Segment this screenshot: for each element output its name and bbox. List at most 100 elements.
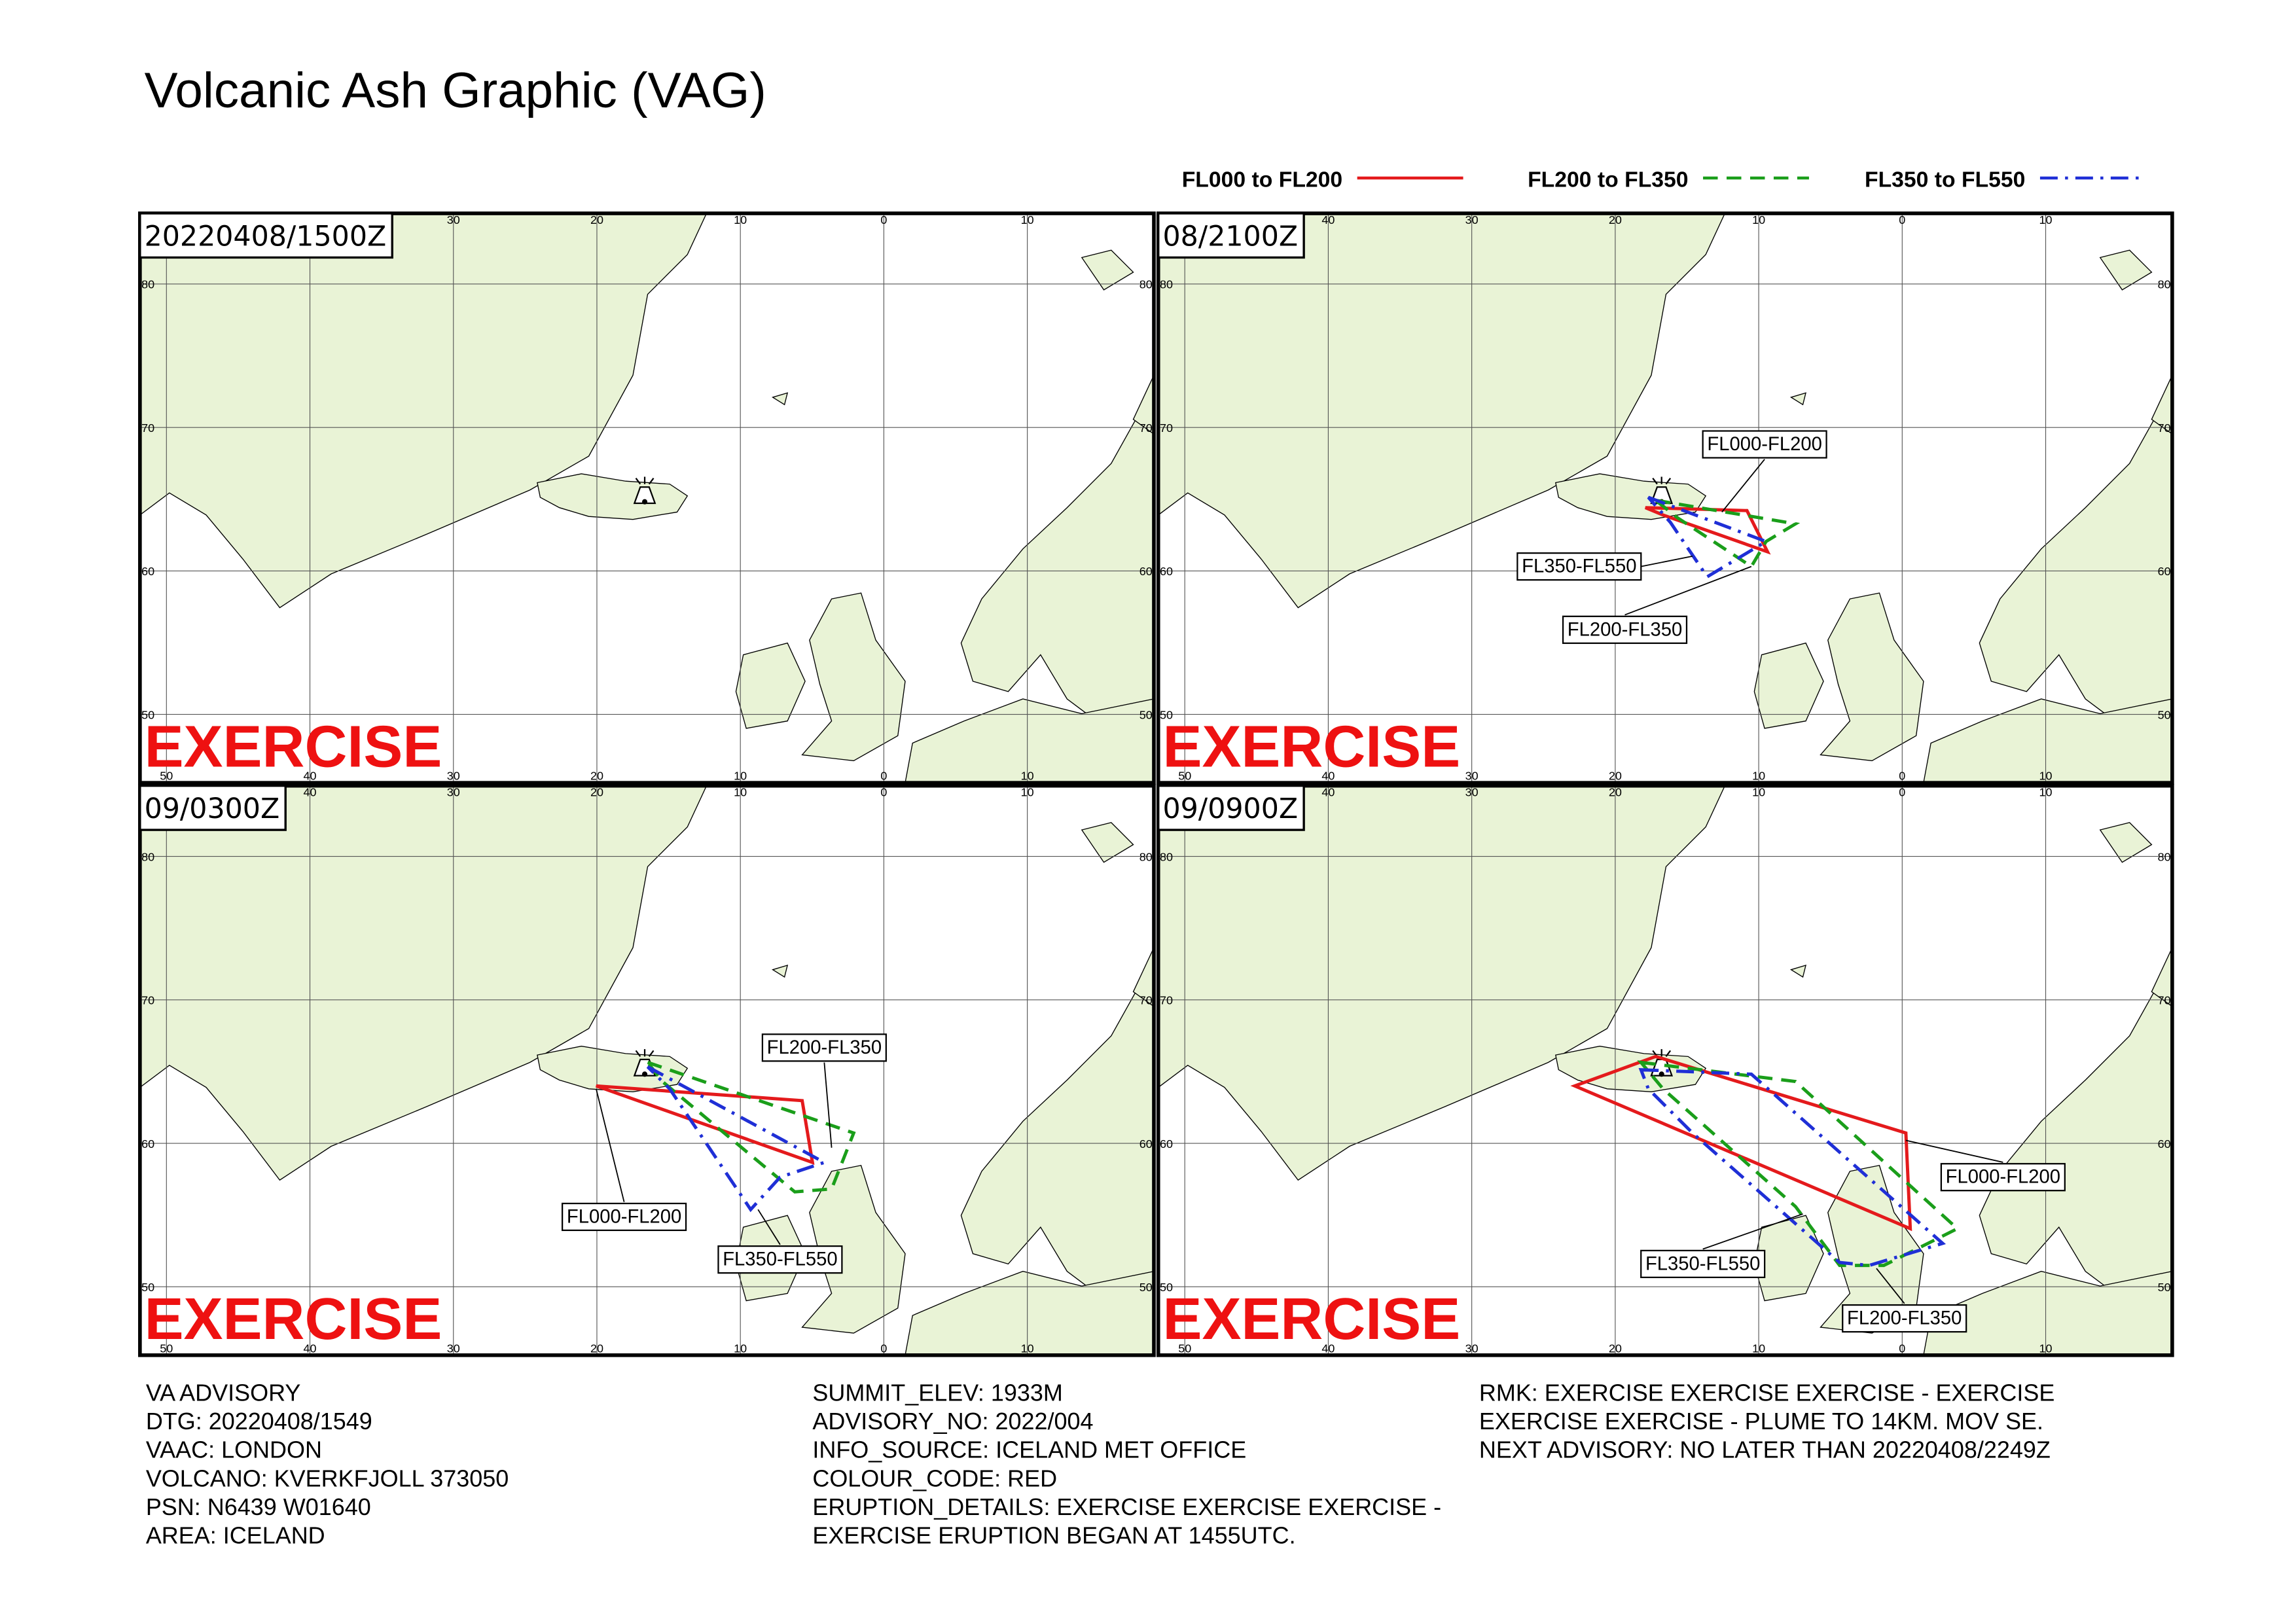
lat-label: 80 xyxy=(141,850,154,863)
panel-frame xyxy=(138,783,1156,1357)
area-label: FL200-FL350 xyxy=(1568,619,1682,640)
area-label: FL000-FL200 xyxy=(1946,1167,2060,1188)
ash-area xyxy=(596,1084,815,1165)
area-label: FL000-FL200 xyxy=(1707,434,1821,455)
lat-label: 70 xyxy=(141,421,154,435)
lon-label: 20 xyxy=(590,213,603,226)
lon-label: 30 xyxy=(447,785,460,798)
area-label-box xyxy=(1940,1163,2066,1192)
valid-time: 09/0900Z xyxy=(1162,793,1298,825)
valid-time: 20220408/1500Z xyxy=(145,220,387,253)
area-label: FL000-FL200 xyxy=(567,1206,681,1227)
volcano-triangle xyxy=(633,486,656,505)
leader-line xyxy=(757,1209,781,1245)
lon-label: 0 xyxy=(880,1342,887,1355)
advisory-line: ERUPTION_DETAILS: EXERCISE EXERCISE EXER… xyxy=(812,1493,1441,1520)
lat-label: 70 xyxy=(2158,421,2171,435)
lon-label: 20 xyxy=(590,770,603,783)
lat-label: 50 xyxy=(2158,1281,2171,1294)
advisory-line: DTG: 20220408/1549 xyxy=(146,1408,372,1435)
lon-label: 20 xyxy=(590,785,603,798)
area-label: FL350-FL550 xyxy=(723,1249,837,1270)
lon-label: 10 xyxy=(2039,1342,2053,1355)
legend-label: FL200 to FL350 xyxy=(1528,168,1688,192)
leader-line xyxy=(823,1062,833,1148)
lon-label: 0 xyxy=(1899,770,1905,783)
lon-label: 10 xyxy=(734,770,747,783)
advisory-line: EXERCISE ERUPTION BEGAN AT 1455UTC. xyxy=(812,1522,1295,1549)
lon-label: 30 xyxy=(1465,770,1479,783)
lat-label: 80 xyxy=(141,278,154,291)
ash-area xyxy=(1647,495,1770,579)
panel-frame xyxy=(1156,211,2174,785)
lat-label: 60 xyxy=(1160,1137,1173,1150)
lat-label: 60 xyxy=(141,1137,154,1150)
lat-label: 80 xyxy=(1160,278,1173,291)
panel-frame xyxy=(1156,783,2174,1357)
valid-time-box xyxy=(1157,212,1305,259)
volcano-rays xyxy=(635,1049,655,1058)
lon-label: 10 xyxy=(1752,770,1765,783)
advisory-line: VAAC: LONDON xyxy=(146,1436,322,1463)
lat-label: 50 xyxy=(2158,708,2171,721)
title: Volcanic Ash Graphic (VAG) xyxy=(145,63,766,118)
advisory-line: AREA: ICELAND xyxy=(146,1522,325,1549)
advisory-line: ADVISORY_NO: 2022/004 xyxy=(812,1408,1093,1435)
advisory-line: SUMMIT_ELEV: 1933M xyxy=(812,1379,1062,1406)
lon-label: 30 xyxy=(447,770,460,783)
advisory-line: VA ADVISORY xyxy=(146,1379,301,1406)
lon-label: 10 xyxy=(1021,785,1034,798)
advisory-line: EXERCISE EXERCISE - PLUME TO 14KM. MOV S… xyxy=(1479,1408,2043,1435)
lat-label: 50 xyxy=(1160,1281,1173,1294)
advisory-line: RMK: EXERCISE EXERCISE EXERCISE - EXERCI… xyxy=(1479,1379,2054,1406)
lon-label: 10 xyxy=(734,1342,747,1355)
area-label: FL200-FL350 xyxy=(767,1037,882,1058)
lon-label: 50 xyxy=(1178,1342,1191,1355)
lon-label: 40 xyxy=(1321,213,1335,226)
area-label-box xyxy=(717,1245,843,1274)
lon-label: 0 xyxy=(1899,213,1905,226)
volcano-rays xyxy=(1652,476,1672,485)
legend: FL000 to FL200 FL200 to FL350 FL350 to FL5… xyxy=(1182,168,2146,192)
lat-label: 60 xyxy=(2158,565,2171,578)
exercise-watermark: EXERCISE xyxy=(1162,714,1460,779)
area-label-box xyxy=(1702,430,1827,459)
area-label-box xyxy=(1640,1249,1766,1279)
lon-label: 10 xyxy=(734,785,747,798)
valid-time: 08/2100Z xyxy=(1162,220,1298,253)
ash-area xyxy=(1638,1067,1946,1268)
advisory-line: INFO_SOURCE: ICELAND MET OFFICE xyxy=(812,1436,1246,1463)
area-label-box xyxy=(761,1033,887,1062)
advisory-line: VOLCANO: KVERKFJOLL 373050 xyxy=(146,1465,509,1491)
lat-label: 50 xyxy=(141,1281,154,1294)
lat-label: 70 xyxy=(141,994,154,1007)
lat-label: 60 xyxy=(1160,565,1173,578)
lat-label: 60 xyxy=(1139,565,1153,578)
lat-label: 80 xyxy=(2158,850,2171,863)
valid-time-bg xyxy=(1158,785,1304,830)
area-label: FL350-FL550 xyxy=(1645,1253,1760,1274)
leader-line xyxy=(1641,556,1693,567)
valid-time-box xyxy=(139,784,287,831)
map-panels: 50 50 40 40 30 30 20 20 10 10 0 0 10 10 80 80 70 70 60 60 50… xyxy=(138,211,2174,1357)
lon-label: 30 xyxy=(447,1342,460,1355)
lon-label: 30 xyxy=(1465,1342,1479,1355)
lat-label: 60 xyxy=(141,565,154,578)
lon-label: 10 xyxy=(1752,213,1765,226)
lat-label: 50 xyxy=(1139,1281,1153,1294)
advisory-line: COLOUR_CODE: RED xyxy=(812,1465,1057,1491)
lat-label: 50 xyxy=(1160,708,1173,721)
lon-label: 10 xyxy=(1021,1342,1034,1355)
volcano-icon xyxy=(633,476,656,505)
lat-label: 50 xyxy=(141,708,154,721)
lon-label: 20 xyxy=(1609,785,1622,798)
lon-label: 0 xyxy=(1899,1342,1905,1355)
lon-label: 10 xyxy=(1021,770,1034,783)
lat-label: 60 xyxy=(1139,1137,1153,1150)
lat-label: 70 xyxy=(1139,994,1153,1007)
volcano-rays xyxy=(635,476,655,485)
exercise-watermark: EXERCISE xyxy=(1162,1287,1460,1352)
volcano-dot xyxy=(641,1071,648,1077)
